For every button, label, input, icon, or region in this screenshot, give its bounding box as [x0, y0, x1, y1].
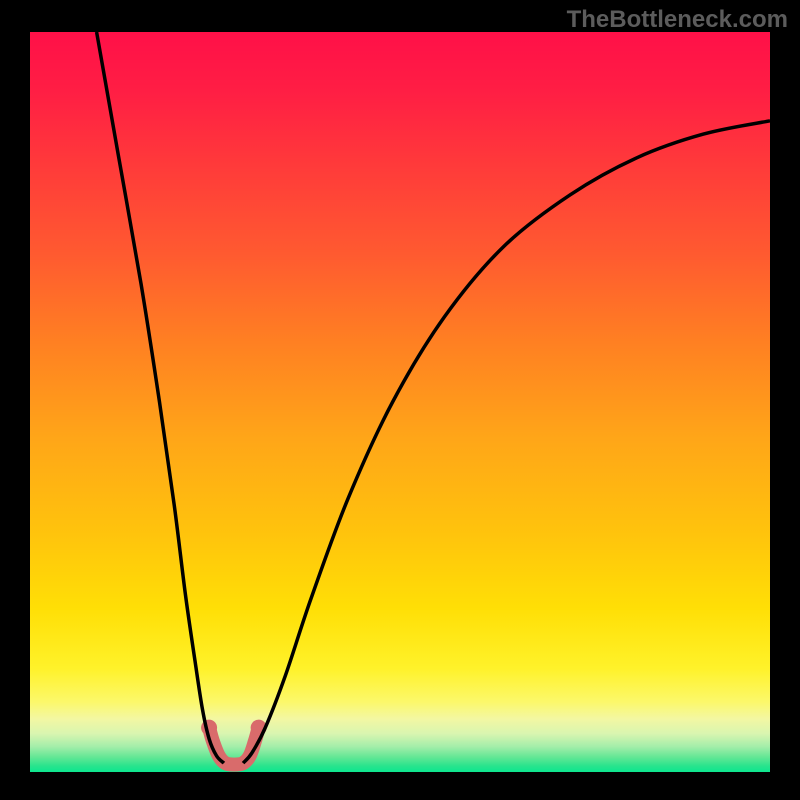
chart-container: TheBottleneck.com — [0, 0, 800, 800]
watermark-label: TheBottleneck.com — [567, 6, 788, 34]
bottleneck-chart — [0, 0, 800, 800]
plot-background — [30, 32, 770, 772]
